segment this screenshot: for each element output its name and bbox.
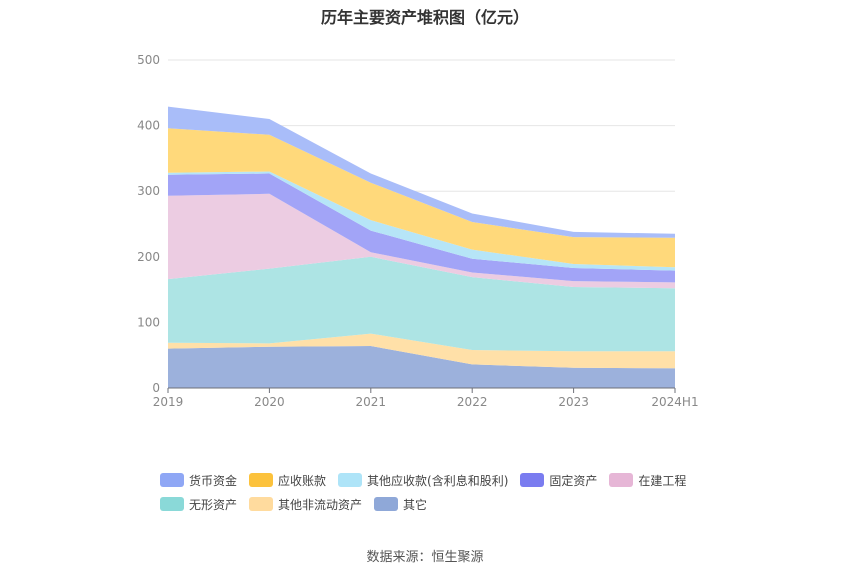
y-tick-label: 400 (137, 119, 160, 133)
legend-row: 货币资金 应收账款 其他应收款(含利息和股利) 固定资产 在建工程 (160, 472, 720, 496)
legend-swatch (338, 473, 363, 487)
legend-label: 其他应收款(含利息和股利) (367, 473, 509, 488)
area-series-无形资产 (168, 256, 675, 352)
legend-swatch (609, 473, 634, 487)
legend-label: 无形资产 (189, 497, 238, 512)
x-tick-label: 2021 (356, 395, 387, 409)
x-tick-label: 2022 (457, 395, 488, 409)
legend-swatch (249, 497, 274, 511)
legend-item[interactable]: 货币资金 (160, 472, 237, 488)
stacked-area-chart: 0 100 200 300 400 500 2019 2020 2021 2022 2023 2024… (137, 53, 699, 409)
legend-item[interactable]: 固定资产 (520, 472, 597, 488)
x-tick-label: 2023 (558, 395, 589, 409)
y-tick-label: 500 (137, 53, 160, 67)
area-series-其他非流动资产 (168, 333, 675, 369)
y-tick-label: 0 (152, 381, 160, 395)
legend-label: 在建工程 (638, 473, 687, 488)
legend-label: 其他非流动资产 (278, 497, 363, 512)
y-tick-label: 300 (137, 184, 160, 198)
legend-label: 固定资产 (549, 473, 598, 488)
area-series-固定资产 (168, 173, 675, 283)
legend-item[interactable]: 在建工程 (609, 472, 686, 488)
x-tick-label: 2024H1 (651, 395, 698, 409)
legend-row: 无形资产 其他非流动资产 其它 (160, 496, 720, 520)
legend: 货币资金 应收账款 其他应收款(含利息和股利) 固定资产 在建工程 无形资产 其他非流动资… (160, 472, 720, 520)
legend-label: 其它 (403, 497, 428, 512)
area-series-在建工程 (168, 193, 675, 289)
y-tick-label: 100 (137, 315, 160, 329)
area-series-其它 (168, 346, 675, 388)
y-tick-label: 200 (137, 250, 160, 264)
legend-swatch (160, 473, 184, 487)
area-series-应收账款 (168, 128, 675, 268)
axes: 0 100 200 300 400 500 2019 2020 2021 2022 2023 2024… (137, 53, 699, 409)
legend-item[interactable]: 其它 (374, 496, 427, 512)
legend-swatch (160, 497, 184, 511)
x-tick-label: 2020 (254, 395, 285, 409)
legend-item[interactable]: 其他应收款(含利息和股利) (338, 472, 508, 488)
legend-swatch (249, 473, 274, 487)
legend-swatch (520, 473, 545, 487)
source-note: 数据来源：恒生聚源 (366, 550, 484, 565)
legend-label: 货币资金 (189, 473, 238, 488)
legend-swatch (374, 497, 399, 511)
legend-item[interactable]: 应收账款 (249, 472, 326, 488)
legend-item[interactable]: 其他非流动资产 (249, 496, 362, 512)
chart-title: 历年主要资产堆积图（亿元） (320, 8, 529, 27)
area-series-layer (168, 106, 675, 388)
area-series-货币资金 (168, 106, 675, 238)
legend-label: 应收账款 (278, 473, 327, 488)
legend-item[interactable]: 无形资产 (160, 496, 237, 512)
x-tick-label: 2019 (153, 395, 184, 409)
